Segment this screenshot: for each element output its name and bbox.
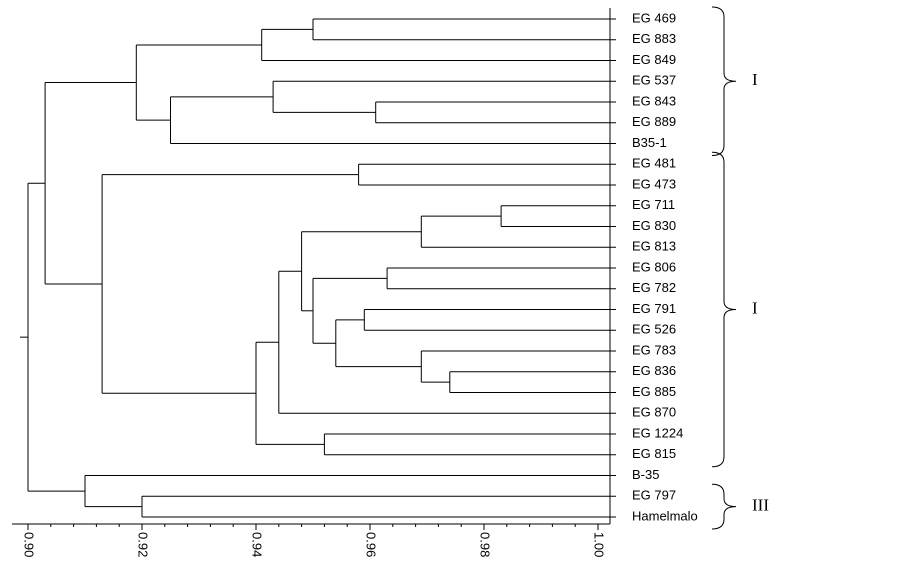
merge-m15 bbox=[312, 277, 388, 344]
merge-m9 bbox=[420, 215, 610, 248]
group-label-2: I bbox=[752, 298, 758, 317]
merge-m8 bbox=[500, 205, 610, 227]
tick-label: 0.96 bbox=[364, 532, 379, 557]
tick-label: 0.90 bbox=[22, 532, 37, 557]
leaf-label: EG 711 bbox=[632, 197, 675, 212]
group-brace-1 bbox=[711, 6, 737, 156]
leaf-label: EG 849 bbox=[632, 52, 676, 67]
merge-m5 bbox=[170, 96, 610, 144]
merge-m14 bbox=[335, 319, 422, 368]
leaf-label: B-35 bbox=[632, 467, 659, 482]
merge-m6 bbox=[135, 44, 262, 121]
dendrogram-links bbox=[20, 18, 610, 518]
leaf-label: EG 843 bbox=[632, 93, 676, 108]
leaf-label: EG 783 bbox=[632, 342, 676, 357]
merge-m16 bbox=[301, 231, 422, 312]
leaf-label: EG 883 bbox=[632, 31, 676, 46]
merge-m17 bbox=[278, 270, 610, 414]
leaf-axis bbox=[609, 8, 616, 524]
leaf-label: EG 797 bbox=[632, 488, 676, 503]
leaf-label: EG 526 bbox=[632, 322, 676, 337]
leaf-label: EG 481 bbox=[632, 156, 676, 171]
leaf-label: B35-1 bbox=[632, 135, 667, 150]
group-label-1: I bbox=[752, 70, 758, 89]
merge-m12 bbox=[449, 371, 610, 393]
merge-m11 bbox=[363, 309, 610, 331]
leaf-label: EG 782 bbox=[632, 280, 676, 295]
merge-m3 bbox=[375, 101, 610, 124]
leaf-label: Hamelmalo bbox=[632, 508, 698, 523]
merge-m2 bbox=[261, 28, 610, 61]
leaf-label: EG 815 bbox=[632, 446, 676, 461]
merge-m22 bbox=[141, 495, 610, 518]
group-brace-2 bbox=[711, 151, 737, 468]
leaf-label: EG 836 bbox=[632, 363, 676, 378]
leaf-label: EG 889 bbox=[632, 114, 676, 129]
group-brace-3 bbox=[711, 483, 737, 530]
tick-label: 1.00 bbox=[592, 532, 607, 557]
group-label-3: III bbox=[752, 496, 769, 515]
leaf-label: EG 1224 bbox=[632, 425, 683, 440]
leaf-label: EG 473 bbox=[632, 176, 676, 191]
leaf-label: EG 806 bbox=[632, 259, 676, 274]
merge-m18 bbox=[323, 433, 610, 456]
leaf-labels: EG 469 EG 883 EG 849 EG 537 EG 843 EG 889 B35-… bbox=[632, 10, 698, 523]
merge-m4 bbox=[272, 80, 610, 113]
tick-label: 0.92 bbox=[136, 532, 151, 557]
leaf-label: EG 791 bbox=[632, 301, 676, 316]
merge-m10 bbox=[386, 267, 610, 290]
leaf-label: EG 469 bbox=[632, 10, 676, 25]
leaf-label: EG 830 bbox=[632, 218, 676, 233]
tick-label: 0.94 bbox=[250, 532, 265, 557]
merge-m19 bbox=[255, 341, 325, 445]
merge-m7 bbox=[358, 163, 610, 186]
merge-m20 bbox=[101, 174, 359, 394]
similarity-axis: 0.90 0.92 0.94 0.96 0.98 1.00 bbox=[12, 523, 610, 557]
leaf-label: EG 537 bbox=[632, 73, 676, 88]
leaf-label: EG 870 bbox=[632, 405, 676, 420]
leaf-label: EG 813 bbox=[632, 239, 676, 254]
merge-m1 bbox=[312, 18, 610, 41]
leaf-label: EG 885 bbox=[632, 384, 676, 399]
merge-m21 bbox=[44, 82, 137, 285]
tick-label: 0.98 bbox=[478, 532, 493, 557]
merge-m24 bbox=[27, 182, 85, 492]
merge-m23 bbox=[84, 475, 610, 508]
